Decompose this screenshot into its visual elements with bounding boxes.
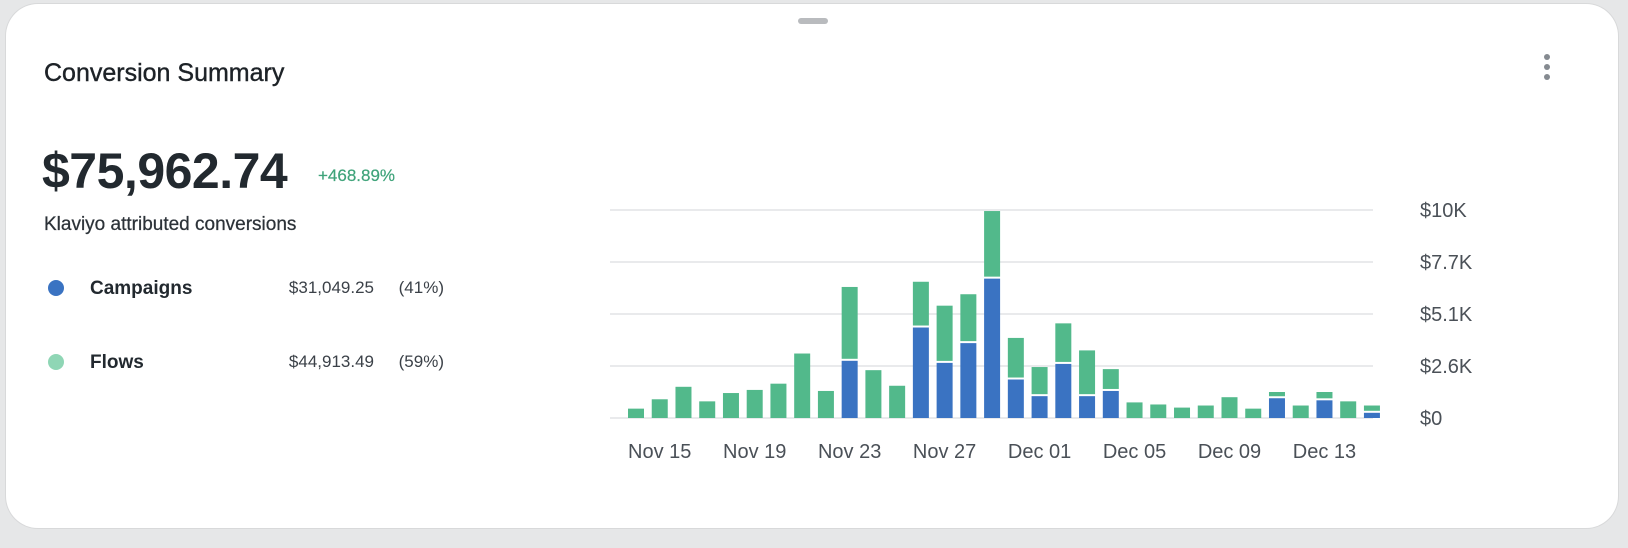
flows-bar [1007,337,1024,378]
card-title: Conversion Summary [44,59,285,87]
flows-bar [1079,350,1096,395]
drag-handle-icon[interactable] [798,18,828,24]
campaigns-bar [1007,379,1024,418]
flows-bar [841,286,858,359]
flows-bar [889,385,906,418]
flows-dot-icon [48,354,64,370]
flows-bar [865,370,882,418]
x-tick-label: Nov 19 [723,441,786,463]
flows-bar [1292,405,1309,418]
flows-bar [1174,407,1191,418]
x-tick-label: Dec 05 [1103,441,1166,463]
flows-bar [1268,392,1285,397]
x-tick-label: Dec 09 [1198,441,1261,463]
flows-bar [1363,405,1380,411]
flows-bar [1340,401,1357,418]
legend-item-campaigns: Campaigns $31,049.25 (41%) [44,274,444,304]
legend-name: Flows [90,352,144,373]
flows-bar [912,281,929,326]
flows-bar [1316,392,1333,399]
flows-bar [984,211,1001,277]
flows-bar [675,386,692,418]
legend-percent: (59%) [398,352,444,371]
x-tick-label: Dec 13 [1293,441,1356,463]
campaigns-bar [1102,390,1119,418]
x-tick-label: Nov 27 [913,441,976,463]
x-tick-label: Nov 15 [628,441,691,463]
flows-bar [1245,408,1262,418]
campaigns-bar [1079,396,1096,418]
legend-amount: $44,913.49 [288,352,374,371]
more-vertical-icon [1544,54,1550,60]
y-tick-label: $5.1K [1420,304,1473,326]
flows-bar [1126,402,1143,418]
flows-bar [722,393,739,418]
y-tick-label: $2.6K [1420,356,1473,378]
more-vertical-icon [1544,74,1550,80]
flows-bar [817,390,834,418]
flows-bar [960,294,977,342]
flows-bar [1221,397,1238,418]
flows-bar [1102,369,1119,389]
campaigns-bar [984,278,1001,418]
y-tick-label: $0 [1420,408,1442,430]
change-percent-badge: +468.89% [318,166,396,185]
legend-amount: $31,049.25 [288,278,374,297]
campaigns-dot-icon [48,280,64,296]
flows-bar [651,399,668,418]
campaigns-bar [841,360,858,418]
campaigns-bar [936,362,953,418]
legend-percent: (41%) [398,278,444,297]
flows-bar [770,383,787,418]
campaigns-bar [960,343,977,418]
flows-bar [628,408,644,418]
campaigns-bar [1316,400,1333,418]
metric-subtitle: Klaviyo attributed conversions [44,214,297,235]
y-tick-label: $7.7K [1420,252,1473,274]
campaigns-bar [1363,412,1380,418]
campaigns-bar [1268,398,1285,418]
y-tick-label: $10K [1420,200,1467,222]
conversion-summary-card: Conversion Summary $75,962.74 +468.89% K… [6,4,1618,528]
campaigns-bar [1055,363,1072,418]
flows-bar [1150,404,1167,418]
flows-bar [1197,405,1214,418]
x-tick-label: Nov 23 [818,441,881,463]
flows-bar [936,305,953,361]
flows-bar [699,401,716,418]
total-conversion-value: $75,962.74 [42,143,288,199]
more-menu-button[interactable] [1536,50,1558,84]
flows-bar [1055,323,1072,362]
campaigns-bar [1031,396,1048,418]
legend-item-flows: Flows $44,913.49 (59%) [44,348,444,378]
legend-name: Campaigns [90,278,193,299]
flows-bar [794,353,811,418]
more-vertical-icon [1544,64,1550,70]
x-tick-label: Dec 01 [1008,441,1071,463]
flows-bar [1031,367,1048,395]
flows-bar [746,389,763,418]
campaigns-bar [912,327,929,418]
